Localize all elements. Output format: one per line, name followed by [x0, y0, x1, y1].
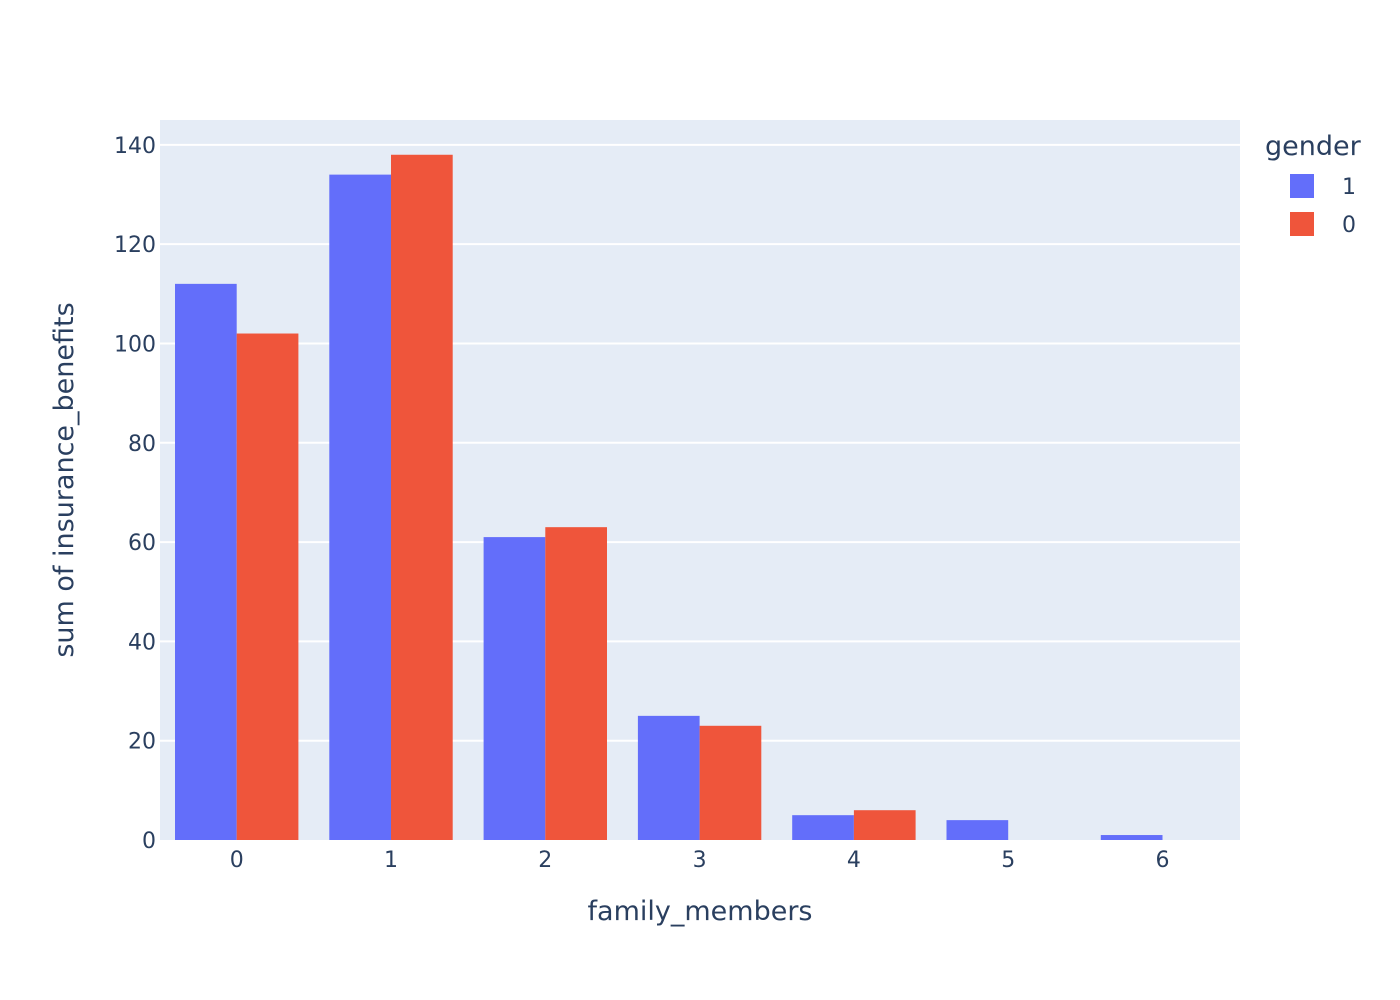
x-tick-label: 1 [384, 848, 398, 873]
x-axis-ticks: 0 1 2 3 4 5 6 [230, 848, 1170, 873]
x-axis-title: family_members [588, 896, 813, 927]
legend-label-0[interactable]: 0 [1342, 213, 1356, 238]
legend: gender 1 0 [1265, 131, 1362, 238]
x-tick-label: 0 [230, 848, 244, 873]
y-tick-label: 100 [114, 332, 156, 357]
legend-swatch-0[interactable] [1290, 212, 1314, 236]
y-tick-label: 140 [114, 134, 156, 159]
x-tick-label: 5 [1001, 848, 1015, 873]
y-tick-label: 80 [128, 432, 156, 457]
x-tick-label: 2 [538, 848, 552, 873]
legend-title: gender [1265, 131, 1362, 162]
bar-2-gender-1[interactable] [483, 537, 546, 840]
bars [175, 154, 1163, 841]
bar-2-gender-0[interactable] [545, 527, 607, 840]
y-tick-label: 40 [128, 630, 156, 655]
legend-label-1[interactable]: 1 [1342, 175, 1356, 200]
bar-0-gender-0[interactable] [236, 333, 299, 840]
bar-1-gender-1[interactable] [329, 174, 391, 840]
bar-3-gender-0[interactable] [699, 725, 762, 840]
bar-0-gender-1[interactable] [175, 283, 237, 840]
x-tick-label: 3 [693, 848, 707, 873]
bar-6-gender-1[interactable] [1100, 835, 1163, 840]
bar-4-gender-1[interactable] [792, 815, 854, 840]
x-tick-label: 4 [847, 848, 861, 873]
bar-4-gender-0[interactable] [853, 810, 916, 840]
y-axis-title: sum of insurance_benefits [49, 302, 80, 657]
y-axis-ticks: 0 20 40 60 80 100 120 140 [114, 134, 156, 854]
y-tick-label: 0 [142, 829, 156, 854]
y-tick-label: 120 [114, 233, 156, 258]
bar-5-gender-1[interactable] [946, 820, 1009, 840]
x-tick-label: 6 [1156, 848, 1170, 873]
legend-swatch-1[interactable] [1290, 174, 1314, 198]
bar-3-gender-1[interactable] [637, 715, 700, 840]
y-tick-label: 20 [128, 730, 156, 755]
y-tick-label: 60 [128, 531, 156, 556]
bar-1-gender-0[interactable] [391, 154, 453, 841]
